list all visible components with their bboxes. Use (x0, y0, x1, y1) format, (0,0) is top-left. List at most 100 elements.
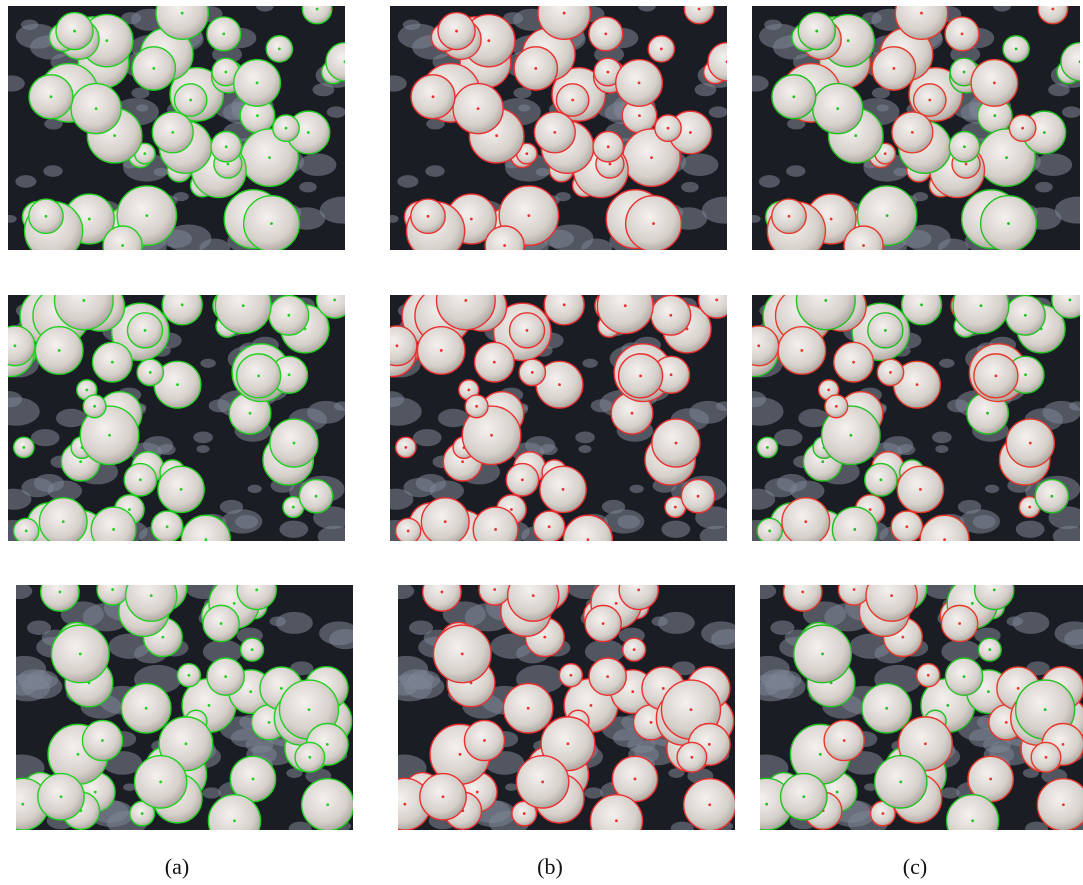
detection-center (25, 530, 28, 533)
detection-center (924, 742, 927, 745)
photo-panel (368, 271, 736, 564)
detection-center (916, 383, 919, 386)
substrate (938, 239, 969, 257)
detection-center (830, 218, 833, 221)
detection-center (819, 753, 822, 756)
detection-center (670, 373, 673, 376)
detection-center (650, 156, 653, 159)
detection-center (94, 791, 97, 794)
photo (379, 565, 744, 845)
substrate (136, 104, 148, 111)
detection-center (892, 67, 895, 70)
detection-center (181, 12, 184, 15)
detection-center (884, 152, 887, 155)
substrate (15, 175, 36, 188)
detection-center (396, 344, 399, 347)
substrate (299, 154, 336, 176)
detection-center (1043, 131, 1046, 134)
detection-center (285, 127, 288, 130)
detection-center (849, 434, 852, 437)
detection-center (1028, 506, 1031, 509)
detection-center (986, 412, 989, 415)
detection-center (650, 721, 653, 724)
detection-center (256, 114, 259, 117)
detection-center (885, 707, 888, 710)
detection-center (526, 329, 529, 332)
detection-center (476, 791, 479, 794)
detection-center (911, 131, 914, 134)
detection-center (404, 446, 407, 449)
detection-center (60, 795, 63, 798)
detection-center (1051, 8, 1054, 11)
substrate (750, 583, 777, 599)
detection-center (827, 388, 830, 391)
detection-center (853, 528, 856, 531)
detection-center (152, 67, 155, 70)
detection-center (792, 95, 795, 98)
detection-center (105, 39, 108, 42)
photo (0, 0, 365, 265)
detection-center (171, 131, 174, 134)
photo-panel (379, 565, 744, 845)
detection-center (308, 756, 311, 759)
substrate (932, 431, 952, 443)
detection-center (606, 71, 609, 74)
photo-panel (741, 565, 1083, 845)
detection-center (101, 739, 104, 742)
substrate (425, 165, 444, 177)
substrate (579, 445, 592, 453)
detection-center (824, 299, 827, 302)
detection-center (862, 244, 865, 247)
substrate (638, 1, 656, 12)
detection-center (113, 134, 116, 137)
detection-center (853, 588, 856, 591)
detection-center (1044, 708, 1047, 711)
detection-center (523, 812, 526, 815)
substrate (770, 621, 794, 635)
detection-center (801, 591, 804, 594)
detection-center (256, 81, 259, 84)
detection-center (639, 374, 642, 377)
detection-center (1007, 222, 1010, 225)
detection-center (527, 214, 530, 217)
detection-center (510, 508, 513, 511)
detection-center (461, 653, 464, 656)
substrate (555, 192, 570, 201)
detection-center (606, 675, 609, 678)
detection-center (93, 405, 96, 408)
detection-center (95, 107, 98, 110)
substrate (681, 154, 718, 176)
detection-center (521, 478, 524, 481)
panel-label: (b) (510, 854, 590, 880)
detection-center (494, 528, 497, 531)
substrate (1016, 521, 1045, 538)
substrate (158, 444, 176, 455)
detection-center (675, 442, 678, 445)
substrate (540, 444, 558, 455)
detection-center (121, 244, 124, 247)
substrate (397, 175, 418, 188)
detection-center (889, 371, 892, 374)
detection-center (208, 704, 211, 707)
detection-center (567, 742, 570, 745)
detection-center (293, 442, 296, 445)
detection-center (85, 388, 88, 391)
detection-center (624, 304, 627, 307)
detection-center (187, 674, 190, 677)
detection-center (660, 47, 663, 50)
detection-center (690, 708, 693, 711)
photo-panel (0, 0, 365, 265)
substrate (700, 526, 736, 547)
detection-center (77, 753, 80, 756)
substrate (761, 669, 796, 690)
detection-center (249, 690, 252, 693)
detection-center (242, 304, 245, 307)
detection-center (920, 12, 923, 15)
detection-center (543, 636, 546, 639)
detection-center (800, 349, 803, 352)
detection-center (403, 803, 406, 806)
detection-center (604, 32, 607, 35)
substrate (248, 485, 262, 494)
detection-center (189, 99, 192, 102)
detection-center (1045, 756, 1048, 759)
